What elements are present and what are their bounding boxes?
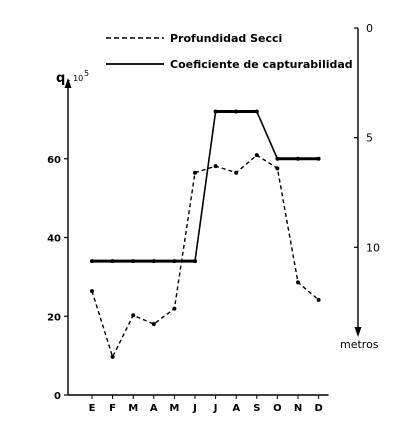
data-point <box>213 164 218 169</box>
data-point <box>234 109 239 114</box>
x-tick-label: A <box>150 403 158 414</box>
left-axis-label: q <box>56 71 65 86</box>
data-point <box>275 156 280 161</box>
data-point <box>193 259 197 264</box>
x-tick-label: E <box>89 403 96 414</box>
data-point <box>172 306 177 311</box>
x-tick-label: J <box>213 403 218 414</box>
x-tick-label: M <box>128 403 138 414</box>
right-tick-label: 5 <box>366 132 373 145</box>
data-point <box>316 297 321 302</box>
data-point <box>90 289 94 294</box>
data-point <box>172 259 177 264</box>
x-tick-label: S <box>253 403 260 414</box>
right-tick-label: 10 <box>366 241 380 254</box>
data-point <box>275 166 280 171</box>
series-layer <box>90 109 321 359</box>
left-axis-arrow <box>64 78 72 88</box>
data-point <box>110 354 115 359</box>
x-tick-label: M <box>169 403 179 414</box>
data-point <box>296 280 300 285</box>
data-point <box>151 259 156 264</box>
legend-label-dashed: Profundidad Secci <box>170 32 282 45</box>
data-point <box>213 109 218 114</box>
left-tick-label: 20 <box>47 312 61 323</box>
x-tick-label: O <box>273 403 282 414</box>
left-tick-label: 40 <box>47 234 61 245</box>
right-axis-arrow <box>354 327 362 337</box>
left-tick-label: 0 <box>54 391 61 402</box>
legend-label-solid: Coeficiente de capturabilidad <box>170 58 353 71</box>
series-line-dashed <box>91 154 320 359</box>
right-tick-label: 0 <box>366 22 373 35</box>
x-tick-label: D <box>314 403 322 414</box>
x-tick-label: N <box>294 403 302 414</box>
data-point <box>110 259 115 264</box>
left-tick-label: 60 <box>47 155 61 166</box>
data-point <box>193 170 197 175</box>
left-axis-label-exponent: 5 <box>84 69 89 78</box>
left-axis-label-suffix: . 10 <box>68 74 83 83</box>
data-point <box>254 109 259 114</box>
legend: Profundidad Secci Coeficiente de captura… <box>106 32 353 71</box>
data-point <box>131 313 136 318</box>
left-axis-title: q . 10 5 <box>56 69 89 86</box>
data-point <box>316 156 321 161</box>
data-point <box>151 322 156 327</box>
x-tick-label: F <box>109 403 116 414</box>
data-point <box>254 153 259 158</box>
x-tick-label: J <box>192 403 197 414</box>
series-line-solid <box>92 110 319 262</box>
data-point <box>296 156 300 161</box>
data-point <box>234 170 239 175</box>
right-axis-label: metros <box>340 338 379 351</box>
data-point <box>131 259 136 264</box>
x-tick-label: A <box>232 403 240 414</box>
data-point <box>90 259 94 264</box>
